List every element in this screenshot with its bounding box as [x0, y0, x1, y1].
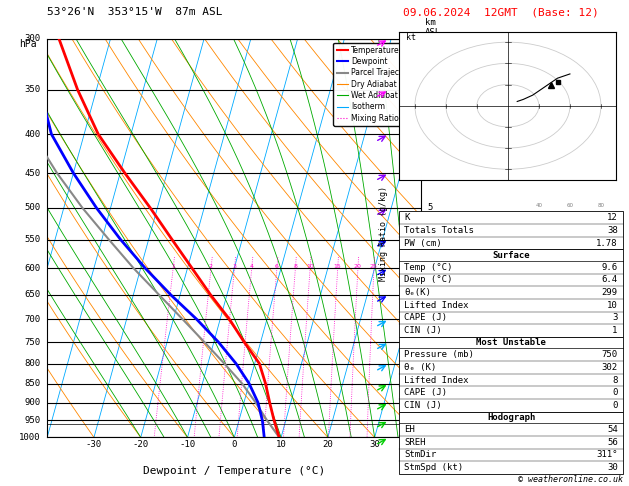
Text: 6.4: 6.4 [601, 276, 618, 284]
Text: 20: 20 [354, 264, 362, 269]
Text: © weatheronline.co.uk: © weatheronline.co.uk [518, 474, 623, 484]
Text: θₑ(K): θₑ(K) [404, 288, 431, 297]
Text: Dewp (°C): Dewp (°C) [404, 276, 453, 284]
Text: 9.6: 9.6 [601, 263, 618, 272]
Text: 350: 350 [25, 86, 40, 94]
Text: 0: 0 [612, 401, 618, 410]
Text: kt: kt [406, 33, 416, 42]
Text: 8: 8 [612, 376, 618, 384]
Text: Totals Totals: Totals Totals [404, 226, 474, 235]
Text: 750: 750 [601, 350, 618, 359]
Text: 25: 25 [370, 264, 378, 269]
Text: 1000: 1000 [19, 433, 40, 442]
Text: 4: 4 [427, 264, 432, 273]
Text: 299: 299 [601, 288, 618, 297]
Text: 40: 40 [535, 203, 542, 208]
Text: LCL: LCL [427, 419, 442, 428]
Text: Dewpoint / Temperature (°C): Dewpoint / Temperature (°C) [143, 466, 325, 476]
Text: 311°: 311° [596, 451, 618, 459]
Text: Mixing Ratio (g/kg): Mixing Ratio (g/kg) [379, 186, 388, 281]
Text: 12: 12 [607, 213, 618, 222]
Text: -10: -10 [179, 440, 196, 449]
Text: 15: 15 [334, 264, 342, 269]
Text: 6: 6 [427, 169, 432, 177]
Text: 30: 30 [607, 463, 618, 472]
Text: K: K [404, 213, 410, 222]
Text: 0: 0 [231, 440, 237, 449]
Text: 750: 750 [25, 338, 40, 347]
Text: 300: 300 [25, 35, 40, 43]
Text: 80: 80 [598, 203, 604, 208]
Text: Surface: Surface [493, 251, 530, 260]
Text: 550: 550 [25, 235, 40, 244]
Text: 2: 2 [209, 264, 213, 269]
Text: 3: 3 [427, 315, 432, 324]
Text: 38: 38 [607, 226, 618, 235]
Text: 400: 400 [25, 130, 40, 139]
Text: Hodograph: Hodograph [487, 413, 535, 422]
Text: 8: 8 [293, 264, 298, 269]
Text: 1: 1 [171, 264, 175, 269]
Text: 6: 6 [275, 264, 279, 269]
Text: 3: 3 [232, 264, 237, 269]
Text: 30: 30 [369, 440, 380, 449]
Text: θₑ (K): θₑ (K) [404, 363, 437, 372]
Text: 7: 7 [427, 130, 432, 139]
Text: 40: 40 [416, 440, 427, 449]
Text: SREH: SREH [404, 438, 426, 447]
Text: 09.06.2024  12GMT  (Base: 12): 09.06.2024 12GMT (Base: 12) [403, 7, 598, 17]
Text: 10: 10 [607, 301, 618, 310]
Text: -20: -20 [133, 440, 149, 449]
Text: 700: 700 [25, 315, 40, 324]
Text: CIN (J): CIN (J) [404, 326, 442, 335]
Text: StmSpd (kt): StmSpd (kt) [404, 463, 464, 472]
Text: Temp (°C): Temp (°C) [404, 263, 453, 272]
Text: 950: 950 [25, 416, 40, 425]
Text: 500: 500 [25, 204, 40, 212]
Text: 850: 850 [25, 379, 40, 388]
Text: 800: 800 [25, 359, 40, 368]
Text: 54: 54 [607, 425, 618, 434]
Text: CAPE (J): CAPE (J) [404, 388, 447, 397]
Text: Most Unstable: Most Unstable [476, 338, 546, 347]
Text: 56: 56 [607, 438, 618, 447]
Text: 8: 8 [427, 86, 432, 94]
Text: 5: 5 [427, 204, 432, 212]
Text: EH: EH [404, 425, 415, 434]
Text: 1.78: 1.78 [596, 239, 618, 247]
Text: 60: 60 [567, 203, 574, 208]
Text: PW (cm): PW (cm) [404, 239, 442, 247]
Text: 53°26'N  353°15'W  87m ASL: 53°26'N 353°15'W 87m ASL [47, 7, 223, 17]
Text: hPa: hPa [19, 39, 36, 49]
Text: 600: 600 [25, 264, 40, 273]
Text: 1: 1 [612, 326, 618, 335]
Text: CAPE (J): CAPE (J) [404, 313, 447, 322]
Text: Lifted Index: Lifted Index [404, 301, 469, 310]
Text: Pressure (mb): Pressure (mb) [404, 350, 474, 359]
Text: CIN (J): CIN (J) [404, 401, 442, 410]
Text: 4: 4 [250, 264, 253, 269]
Text: 302: 302 [601, 363, 618, 372]
Text: 450: 450 [25, 169, 40, 177]
Text: 650: 650 [25, 290, 40, 299]
Text: -30: -30 [86, 440, 102, 449]
Text: 10: 10 [276, 440, 286, 449]
Text: 0: 0 [612, 388, 618, 397]
Text: km
ASL: km ASL [425, 18, 442, 37]
Text: Lifted Index: Lifted Index [404, 376, 469, 384]
Text: 20: 20 [323, 440, 333, 449]
Text: 10: 10 [306, 264, 314, 269]
Text: StmDir: StmDir [404, 451, 437, 459]
Text: 1: 1 [427, 398, 432, 407]
Text: 2: 2 [427, 359, 432, 368]
Text: 900: 900 [25, 398, 40, 407]
Legend: Temperature, Dewpoint, Parcel Trajectory, Dry Adiabat, Wet Adiabat, Isotherm, Mi: Temperature, Dewpoint, Parcel Trajectory… [333, 43, 418, 125]
Text: 3: 3 [612, 313, 618, 322]
